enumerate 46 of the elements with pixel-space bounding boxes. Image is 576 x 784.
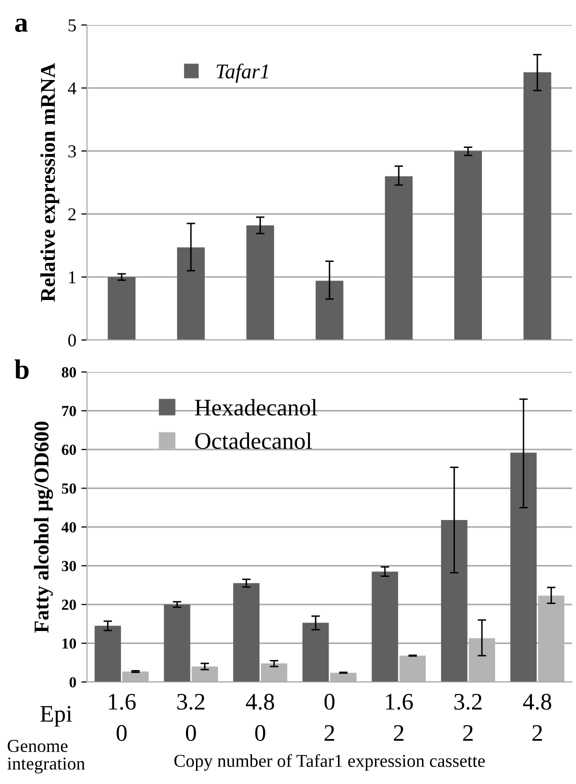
bar xyxy=(233,583,260,682)
legend-label: Hexadecanol xyxy=(194,399,318,416)
y-tick-label: 30 xyxy=(62,560,76,572)
chart-title: b xyxy=(14,359,29,379)
x-tick-label: 4.8 0 xyxy=(246,694,274,741)
x-tick-label: 1.6 2 xyxy=(386,694,413,741)
x-tick-label: 3.2 0 xyxy=(177,694,204,741)
bar xyxy=(524,72,552,340)
bar xyxy=(454,151,482,340)
bar xyxy=(372,572,398,682)
y-tick-label: 1 xyxy=(69,271,76,284)
bar xyxy=(164,604,190,682)
bar xyxy=(302,622,329,682)
bar xyxy=(510,452,537,682)
y-tick-label: 0 xyxy=(70,677,76,688)
y-tick-label: 70 xyxy=(62,406,76,416)
y-tick-label: 40 xyxy=(62,522,76,532)
bar xyxy=(316,280,344,340)
bar xyxy=(384,176,413,340)
y-tick-label: 60 xyxy=(62,444,76,455)
y-axis-title: Relative expression mRNA xyxy=(40,63,60,302)
y-tick-label: 0 xyxy=(68,334,76,346)
legend-label: Octadecanol xyxy=(195,432,312,449)
y-tick-label: 5 xyxy=(68,19,76,32)
legend-label: Tafar1 xyxy=(216,64,268,83)
y-tick-label: 50 xyxy=(62,483,76,494)
y-tick-label: 10 xyxy=(62,638,76,649)
x-tick-label: 0 2 xyxy=(324,694,335,741)
chart-title: a xyxy=(15,18,28,32)
x-tick-label: 4.8 2 xyxy=(523,694,552,741)
y-tick-label: 20 xyxy=(62,600,76,610)
y-tick-label: 3 xyxy=(68,145,76,158)
bar xyxy=(177,247,205,340)
y-tick-label: 80 xyxy=(62,367,76,378)
x-tick-label: 1.6 0 xyxy=(108,694,136,741)
bar xyxy=(108,277,136,340)
text: Epi xyxy=(40,706,72,727)
y-tick-label: 4 xyxy=(68,82,76,94)
bar xyxy=(94,626,121,682)
bar xyxy=(246,225,274,340)
y-tick-label: 2 xyxy=(68,208,76,220)
text: Genome integration xyxy=(7,740,85,774)
bar xyxy=(441,520,468,682)
x-tick-label: 3.2 2 xyxy=(454,694,482,741)
y-axis-title: Fatty alcohol µg/OD600 xyxy=(34,422,53,633)
x-axis-title: Copy number of Tafar1 expression cassette xyxy=(174,754,485,771)
